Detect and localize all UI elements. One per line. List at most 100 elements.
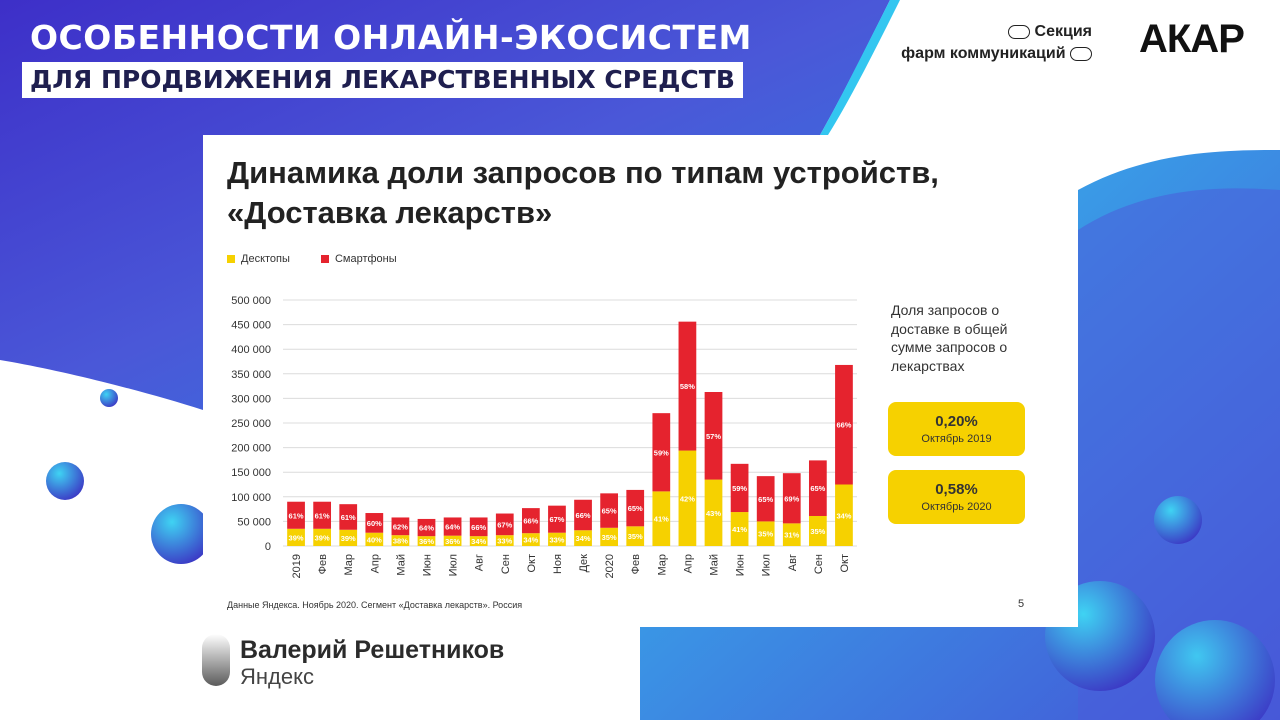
y-tick-label: 0 xyxy=(265,541,271,553)
bar-smartphone xyxy=(417,518,436,537)
page-number: 5 xyxy=(1018,598,1025,610)
bar-desktop xyxy=(469,536,488,546)
bar-smartphone xyxy=(756,476,775,522)
legend-swatch-desktop xyxy=(227,255,235,264)
data-label-smartphone: 66% xyxy=(836,421,851,430)
x-tick-label: Май xyxy=(709,554,721,576)
y-tick-label: 450 000 xyxy=(231,320,271,332)
section-line2: фарм коммуникаций xyxy=(901,45,1066,62)
data-label-desktop: 35% xyxy=(810,527,825,536)
data-label-smartphone: 60% xyxy=(367,519,382,528)
x-tick-label: Май xyxy=(395,554,407,576)
bar-desktop xyxy=(808,515,827,546)
y-tick-label: 250 000 xyxy=(231,418,271,430)
bar-desktop xyxy=(443,535,462,546)
kpi-oct-2020: 0,58% Октябрь 2020 xyxy=(888,470,1025,524)
x-tick-label: Окт xyxy=(839,554,851,573)
data-label-desktop: 33% xyxy=(497,537,512,546)
x-tick-label: Сен xyxy=(813,554,825,574)
data-label-smartphone: 59% xyxy=(654,448,669,457)
data-label-desktop: 39% xyxy=(341,534,356,543)
x-tick-label: Июн xyxy=(735,554,747,576)
x-tick-label: Авг xyxy=(474,554,486,571)
bar-smartphone xyxy=(730,463,749,513)
bar-desktop xyxy=(287,528,305,546)
data-label-desktop: 35% xyxy=(758,530,773,539)
data-label-desktop: 42% xyxy=(680,494,695,503)
bar-desktop xyxy=(678,450,697,546)
pill-icon xyxy=(1070,46,1092,61)
bar-smartphone xyxy=(808,460,827,516)
x-tick-label: Июн xyxy=(422,554,434,576)
data-label-smartphone: 58% xyxy=(680,382,695,391)
data-label-desktop: 34% xyxy=(836,511,851,520)
data-label-smartphone: 61% xyxy=(289,511,304,520)
bar-desktop xyxy=(548,532,566,546)
bar-smartphone xyxy=(678,321,697,451)
bar-desktop xyxy=(574,530,592,546)
x-tick-label: Фев xyxy=(317,554,329,574)
data-label-desktop: 34% xyxy=(523,536,538,545)
data-label-desktop: 39% xyxy=(315,533,330,542)
data-label-smartphone: 65% xyxy=(758,495,773,504)
x-tick-label: Ноя xyxy=(552,554,564,574)
data-label-smartphone: 61% xyxy=(315,511,330,520)
data-label-desktop: 34% xyxy=(576,534,591,543)
y-tick-label: 300 000 xyxy=(231,393,271,405)
slide-title-line2: «Доставка лекарств» xyxy=(227,195,553,230)
bar-desktop xyxy=(652,491,671,546)
slide-title: Динамика доли запросов по типам устройст… xyxy=(227,153,1067,233)
legend-label-smartphone: Смартфоны xyxy=(334,253,397,265)
data-label-desktop: 33% xyxy=(549,535,564,544)
data-label-smartphone: 65% xyxy=(602,507,617,516)
data-label-smartphone: 59% xyxy=(732,484,747,493)
data-label-desktop: 38% xyxy=(393,537,408,546)
x-tick-label: Фев xyxy=(630,554,642,574)
bar-desktop xyxy=(756,521,775,546)
data-label-smartphone: 66% xyxy=(523,517,538,526)
y-tick-label: 100 000 xyxy=(231,492,271,504)
x-tick-label: Апр xyxy=(682,554,694,573)
x-tick-label: 2020 xyxy=(604,554,616,578)
data-label-desktop: 43% xyxy=(706,509,721,518)
bar-smartphone xyxy=(313,501,332,529)
data-label-smartphone: 64% xyxy=(419,524,434,533)
data-label-desktop: 41% xyxy=(654,515,669,524)
bar-smartphone xyxy=(782,473,801,524)
data-label-desktop: 34% xyxy=(471,537,486,546)
bar-desktop xyxy=(730,512,749,546)
data-label-smartphone: 66% xyxy=(471,523,486,532)
x-tick-label: Авг xyxy=(787,554,799,571)
bar-smartphone xyxy=(287,501,305,529)
bar-desktop xyxy=(782,523,801,546)
y-tick-label: 150 000 xyxy=(231,467,271,479)
x-tick-label: Дек xyxy=(578,554,590,573)
bar-smartphone xyxy=(391,517,410,536)
data-label-desktop: 36% xyxy=(445,537,460,546)
bar-smartphone xyxy=(574,499,592,531)
data-label-desktop: 41% xyxy=(732,525,747,534)
bar-smartphone xyxy=(365,513,384,533)
legend-item-desktop: Десктопы xyxy=(227,253,290,265)
bar-desktop xyxy=(521,533,540,546)
source-note: Данные Яндекса. Ноябрь 2020. Сегмент «До… xyxy=(227,600,523,610)
bar-desktop xyxy=(391,535,410,546)
kpi-oct-2019: 0,20% Октябрь 2019 xyxy=(888,402,1025,456)
slide-title-line1: Динамика доли запросов по типам устройст… xyxy=(227,155,939,190)
bar-desktop xyxy=(417,536,436,546)
kpi-label: Октябрь 2019 xyxy=(921,433,992,445)
data-label-smartphone: 61% xyxy=(341,513,356,522)
header-subtitle: ДЛЯ ПРОДВИЖЕНИЯ ЛЕКАРСТВЕННЫХ СРЕДСТВ xyxy=(22,62,743,98)
bar-desktop xyxy=(704,479,723,546)
speaker-org: Яндекс xyxy=(240,664,314,689)
x-tick-label: Апр xyxy=(369,554,381,573)
bar-smartphone xyxy=(548,505,566,533)
y-tick-label: 50 000 xyxy=(237,516,271,528)
bar-smartphone xyxy=(443,517,462,536)
pill-icon xyxy=(1008,24,1031,39)
data-label-desktop: 36% xyxy=(419,537,434,546)
bar-smartphone xyxy=(835,364,853,485)
kpi-value: 0,58% xyxy=(935,481,978,498)
legend-label-desktop: Десктопы xyxy=(241,253,290,265)
akar-logo: АКАР xyxy=(1139,17,1245,61)
